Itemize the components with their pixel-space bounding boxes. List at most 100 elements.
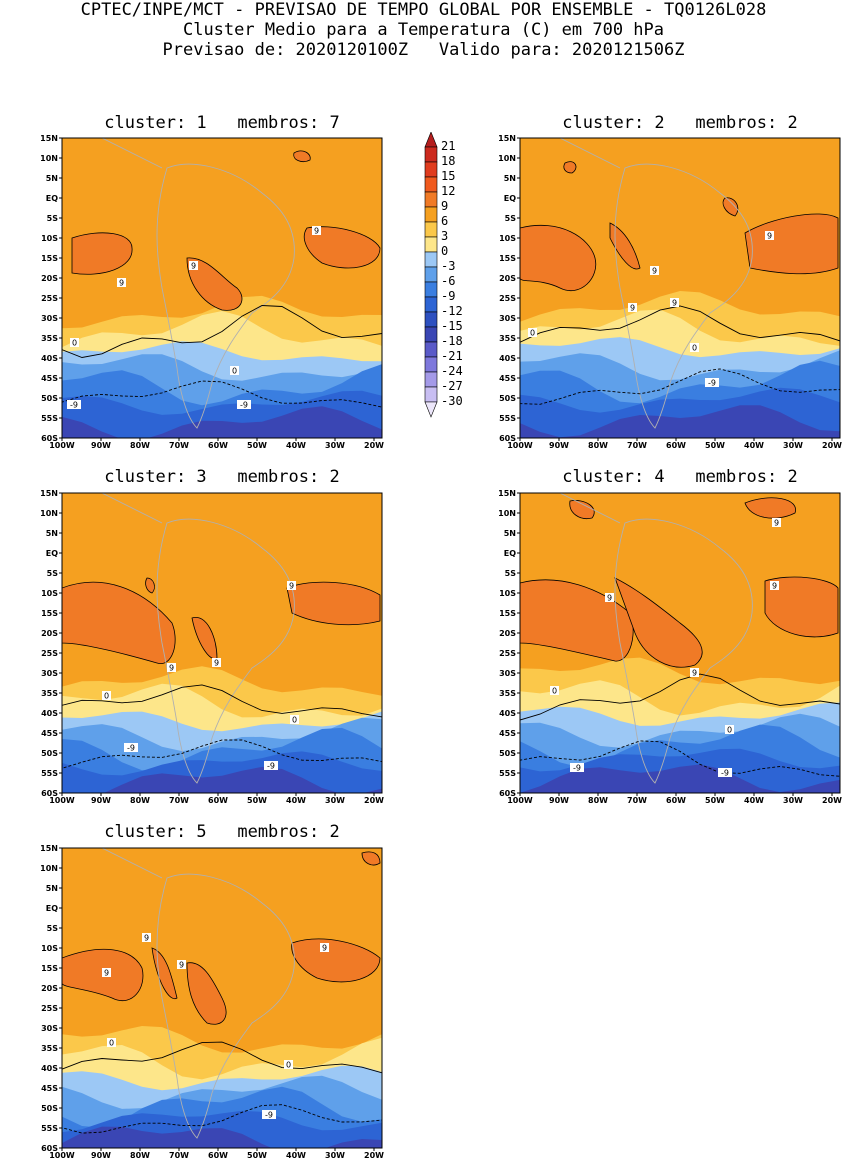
colorbar-segment	[424, 191, 438, 208]
lon-tick-label: 20W	[822, 441, 842, 449]
warm-region	[722, 197, 739, 217]
warm-region	[520, 224, 597, 291]
temperature-band	[62, 406, 382, 438]
lon-tick-label: 70W	[169, 1151, 189, 1159]
south-america-outline	[156, 163, 295, 429]
lat-tick-label: 45S	[41, 374, 58, 383]
lat-tick-label: 15N	[40, 489, 58, 498]
lat-tick-label: 10N	[40, 864, 58, 873]
colorbar-label: 12	[441, 184, 455, 198]
lat-tick-label: 35S	[499, 689, 516, 698]
contour-label-box	[102, 691, 111, 700]
lat-tick-label: 10S	[499, 234, 516, 243]
lat-tick-label: 30S	[499, 669, 516, 678]
colorbar-label: -24	[441, 364, 463, 378]
lat-tick-label: 5N	[504, 174, 516, 183]
warm-region	[293, 150, 311, 162]
lat-tick-label: 10S	[41, 589, 58, 598]
contour-label: 9	[607, 594, 612, 603]
lon-tick-label: 80W	[130, 1151, 150, 1159]
lat-tick-label: 30S	[499, 314, 516, 323]
contour-label-box	[262, 1110, 276, 1119]
contour-label: 0	[692, 344, 697, 353]
contour-label-box	[605, 593, 614, 602]
contour-label-box	[177, 960, 186, 969]
contour-label: -9	[240, 401, 248, 410]
lat-tick-label: EQ	[46, 194, 58, 203]
contour-label: 0	[232, 367, 237, 376]
panel-title-4: cluster: 4 membros: 2	[562, 467, 798, 487]
lat-tick-label: 40S	[499, 354, 516, 363]
colorbar-label: 15	[441, 169, 455, 183]
colorbar-segment	[424, 221, 438, 238]
lon-tick-label: 70W	[627, 441, 647, 449]
lat-tick-label: 10N	[498, 509, 516, 518]
contour-label: 9	[289, 582, 294, 591]
colorbar-segment	[424, 356, 438, 373]
colorbar-segment	[424, 281, 438, 298]
colorbar-label: 9	[441, 199, 448, 213]
contour-label: 9	[169, 664, 174, 673]
contour-label: 9	[630, 304, 635, 313]
contour-label: 0	[530, 329, 535, 338]
contour-zero	[520, 673, 840, 721]
lon-tick-label: 50W	[705, 441, 725, 449]
panel-title-1: cluster: 1 membros: 7	[104, 113, 340, 133]
contour-zero	[520, 305, 840, 343]
contour-label-box	[690, 343, 699, 352]
warm-region	[303, 226, 381, 269]
header-line-3: Previsao de: 2020120100Z Valido para: 20…	[162, 40, 685, 60]
lon-tick-label: 90W	[91, 441, 111, 449]
colorbar-segment	[424, 311, 438, 328]
lat-tick-label: EQ	[504, 549, 516, 558]
colorbar-label: -18	[441, 334, 463, 348]
contour-minus-nine	[520, 740, 840, 777]
lat-tick-label: 10S	[41, 234, 58, 243]
lon-tick-label: 30W	[325, 1151, 345, 1159]
lon-tick-label: 100W	[507, 441, 533, 449]
lon-tick-label: 100W	[49, 796, 75, 804]
lon-tick-label: 80W	[588, 441, 608, 449]
colorbar-segment	[424, 386, 438, 403]
colorbar-label: 0	[441, 244, 448, 258]
contour-label: 0	[552, 687, 557, 696]
lat-tick-label: 20S	[41, 274, 58, 283]
warm-region	[361, 851, 381, 866]
contour-label: 9	[322, 944, 327, 953]
lat-tick-label: 40S	[499, 709, 516, 718]
lon-tick-label: 80W	[130, 796, 150, 804]
lat-tick-label: 15N	[40, 134, 58, 143]
lat-tick-label: 50S	[41, 749, 58, 758]
colorbar-label: -3	[441, 259, 455, 273]
lon-tick-label: 30W	[325, 796, 345, 804]
lat-tick-label: 60S	[499, 434, 516, 443]
warm-region	[614, 577, 703, 668]
warm-region	[71, 232, 133, 275]
lat-tick-label: EQ	[504, 194, 516, 203]
lat-tick-label: 20S	[499, 629, 516, 638]
lat-tick-label: 40S	[41, 354, 58, 363]
warm-region	[764, 576, 839, 638]
central-america-outline	[101, 138, 163, 169]
colorbar-label: 21	[441, 139, 455, 153]
contour-minus-nine	[62, 1104, 382, 1134]
colorbar-segment	[424, 251, 438, 268]
warm-region	[520, 579, 634, 662]
lat-tick-label: 15S	[499, 254, 516, 263]
colorbar-segment	[424, 161, 438, 178]
lat-tick-label: 25S	[499, 294, 516, 303]
colorbar-label: -30	[441, 394, 463, 408]
contour-label-box	[284, 1060, 293, 1069]
lat-tick-label: 20S	[41, 629, 58, 638]
lon-tick-label: 90W	[549, 796, 569, 804]
map-panel-2: 9 9 9 9 0 0 -9 15N 10N 5N EQ 5S 10S 15S 20S 25S 30S 35S 40…	[484, 133, 844, 449]
lat-tick-label: 55S	[41, 769, 58, 778]
warm-region	[569, 500, 595, 520]
lat-tick-label: 35S	[41, 1044, 58, 1053]
lat-tick-label: 15S	[41, 964, 58, 973]
contour-zero	[62, 684, 382, 718]
colorbar-segment	[424, 206, 438, 223]
contour-label: 9	[767, 232, 772, 241]
lon-tick-label: 90W	[91, 1151, 111, 1159]
contour-label-box	[628, 303, 637, 312]
